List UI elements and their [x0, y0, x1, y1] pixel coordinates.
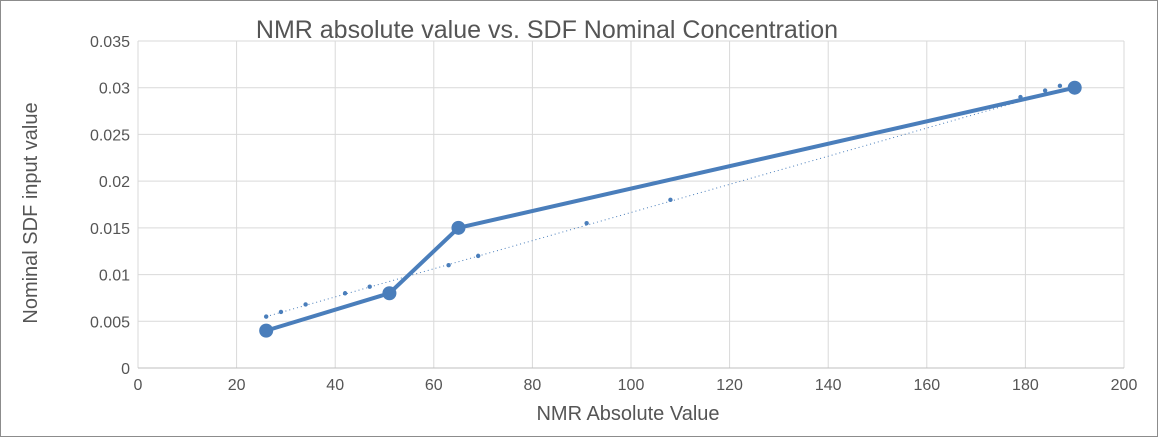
x-tick-label: 200	[1111, 377, 1138, 394]
y-tick-label: 0.03	[99, 81, 130, 98]
y-tick-label: 0	[121, 361, 130, 378]
x-tick-label: 100	[618, 377, 645, 394]
small-data-point	[303, 302, 308, 307]
small-data-point	[278, 309, 284, 315]
y-tick-label: 0.02	[99, 174, 130, 191]
x-tick-label: 120	[716, 377, 743, 394]
y-tick-label: 0.01	[99, 268, 130, 285]
chart-title: NMR absolute value vs. SDF Nominal Conce…	[256, 16, 838, 44]
x-tick-label: 80	[524, 377, 542, 394]
series-line	[264, 85, 1077, 333]
data-point-marker	[1067, 80, 1082, 95]
y-tick-label: 0.005	[90, 314, 130, 331]
data-point-marker	[382, 286, 397, 301]
small-data-point	[475, 253, 481, 259]
y-tick-label: 0.035	[90, 34, 130, 51]
small-data-point	[446, 263, 451, 268]
x-tick-label: 20	[228, 377, 246, 394]
y-tick-label: 0.015	[90, 221, 130, 238]
series-layer	[259, 80, 1082, 338]
y-axis-title: Nominal SDF input value	[20, 102, 42, 323]
x-axis-title: NMR Absolute Value	[536, 403, 719, 425]
data-point-marker	[259, 323, 274, 338]
small-data-point	[263, 314, 269, 319]
small-data-point	[342, 291, 348, 296]
tick-label-layer: 0 20 40 60 80 100 120 140 160 180 200 0 0.005 0.01 0.0…	[90, 34, 1137, 394]
small-data-point	[1057, 83, 1063, 89]
small-data-point	[367, 284, 372, 289]
grid-layer	[137, 40, 1125, 369]
small-data-point	[584, 220, 589, 226]
x-tick-label: 160	[913, 377, 940, 394]
data-point-marker	[451, 220, 466, 235]
x-tick-label: 0	[134, 377, 143, 394]
y-tick-label: 0.025	[90, 127, 130, 144]
x-tick-label: 40	[326, 377, 344, 394]
x-tick-label: 180	[1012, 377, 1039, 394]
small-data-point	[1042, 88, 1048, 93]
x-tick-label: 60	[425, 377, 443, 394]
small-data-point	[668, 197, 673, 203]
x-tick-label: 140	[815, 377, 842, 394]
